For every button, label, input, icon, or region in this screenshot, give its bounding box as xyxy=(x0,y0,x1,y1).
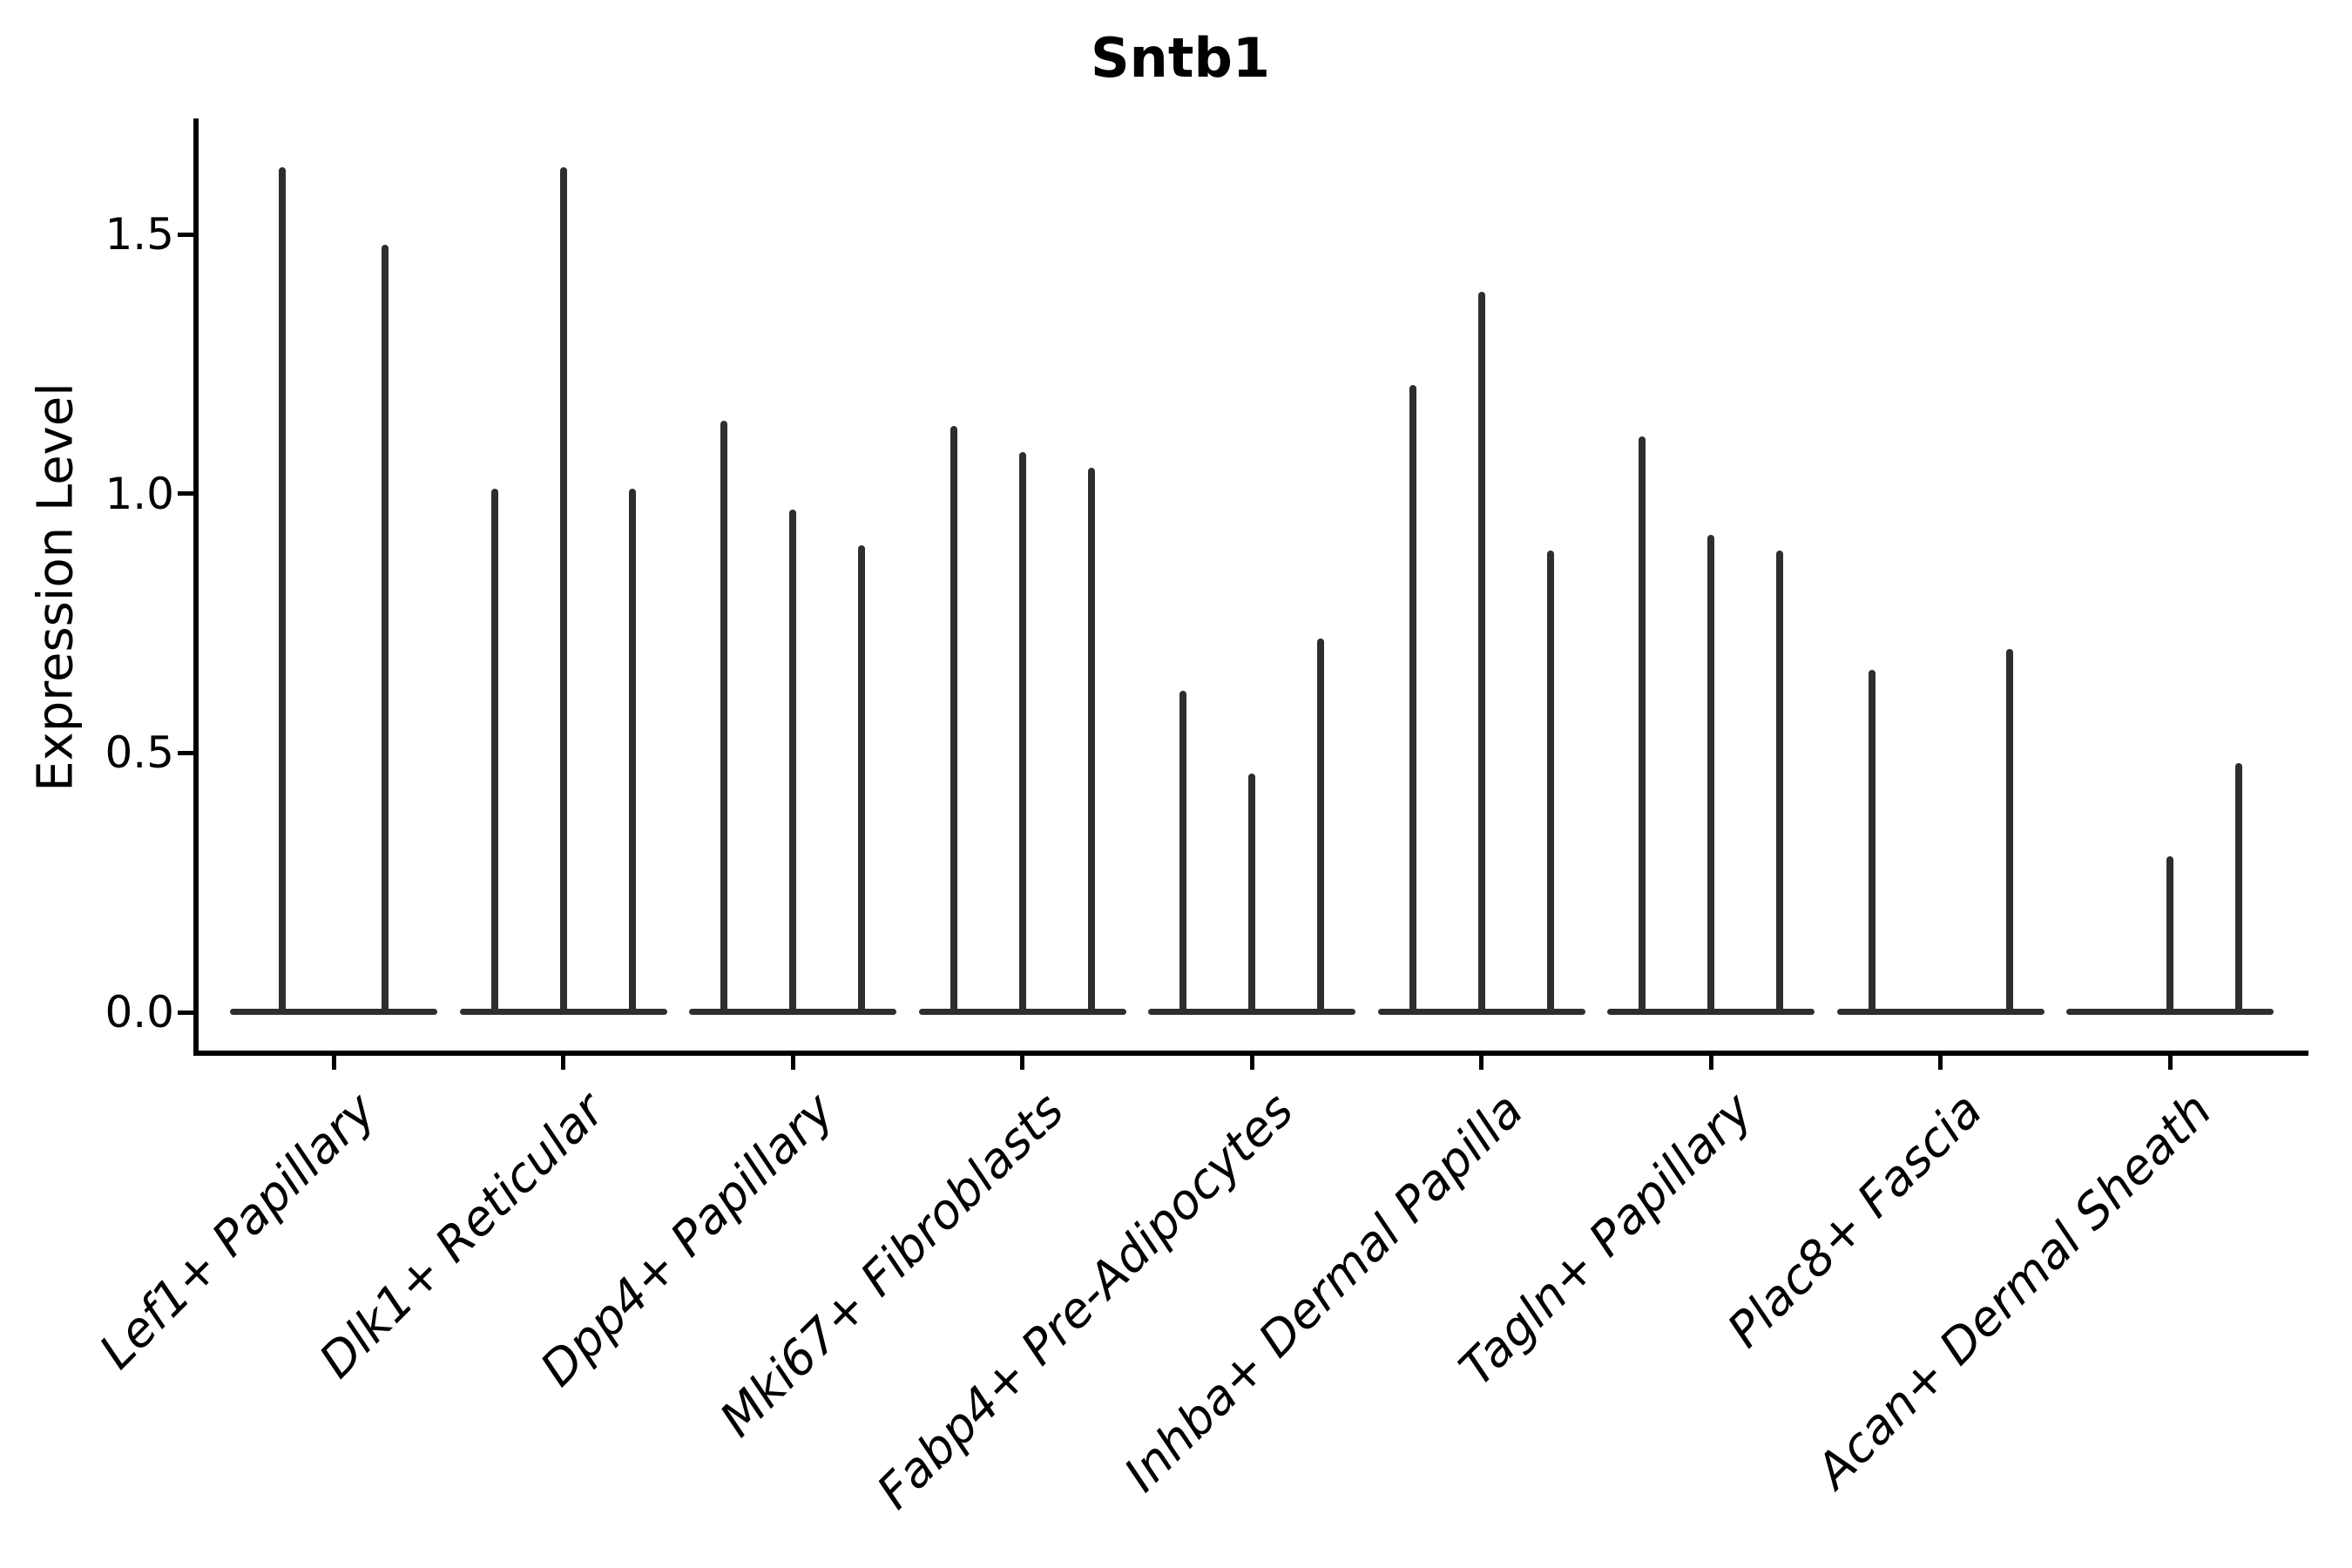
violin-spike xyxy=(490,488,498,1016)
y-tick-mark xyxy=(178,1010,193,1015)
y-tick-label: 0.5 xyxy=(105,727,174,779)
x-tick-mark xyxy=(1708,1056,1713,1070)
x-tick-mark xyxy=(1479,1056,1484,1070)
violin-spike xyxy=(1317,639,1325,1016)
violin-spike xyxy=(2005,649,2013,1016)
x-tick-mark xyxy=(2167,1056,2173,1070)
violin-spike xyxy=(1248,774,1256,1016)
y-tick-label: 1.0 xyxy=(105,468,174,519)
y-tick-mark xyxy=(178,232,193,237)
violin-spike xyxy=(559,166,567,1016)
violin-spike xyxy=(1179,690,1187,1016)
x-tick-mark xyxy=(561,1056,566,1070)
violin-baseline xyxy=(230,1009,438,1015)
y-tick-mark xyxy=(178,750,193,755)
violin-spike xyxy=(1639,436,1646,1016)
x-axis-spine xyxy=(193,1051,2308,1056)
violin-spike xyxy=(858,545,866,1016)
violin-spike xyxy=(279,166,287,1016)
x-tick-mark xyxy=(790,1056,795,1070)
x-tick-label: Inhba+ Dermal Papilla xyxy=(1112,1082,1534,1503)
violin-spike xyxy=(1018,452,1026,1016)
violin-spike xyxy=(1776,551,1784,1016)
violin-spike xyxy=(1868,670,1876,1016)
violin-spike xyxy=(2235,763,2243,1016)
y-axis-spine xyxy=(193,118,199,1056)
chart-title: Sntb1 xyxy=(1091,26,1270,90)
x-tick-mark xyxy=(1249,1056,1254,1070)
violin-spike xyxy=(1707,535,1715,1016)
violin-spike xyxy=(1477,291,1485,1016)
violin-spike xyxy=(1087,467,1095,1016)
violin-spike xyxy=(1409,384,1416,1016)
violin-spike xyxy=(789,509,797,1016)
violin-spike xyxy=(382,244,389,1016)
violin-spike xyxy=(1546,551,1554,1016)
x-tick-mark xyxy=(331,1056,336,1070)
violin-baseline xyxy=(1836,1009,2044,1015)
y-tick-label: 1.5 xyxy=(105,209,174,260)
y-tick-label: 0.0 xyxy=(105,987,174,1037)
violin-spike xyxy=(720,421,728,1016)
violin-spike xyxy=(628,488,636,1016)
violin-spike xyxy=(2166,856,2174,1016)
y-tick-mark xyxy=(178,491,193,497)
x-tick-mark xyxy=(1938,1056,1943,1070)
x-tick-label: Fabp4+ Pre-Adipocytes xyxy=(866,1082,1304,1520)
x-tick-mark xyxy=(1020,1056,1025,1070)
violin-spike xyxy=(950,426,957,1016)
x-tick-label: Acan+ Dermal Sheath xyxy=(1805,1082,2222,1499)
